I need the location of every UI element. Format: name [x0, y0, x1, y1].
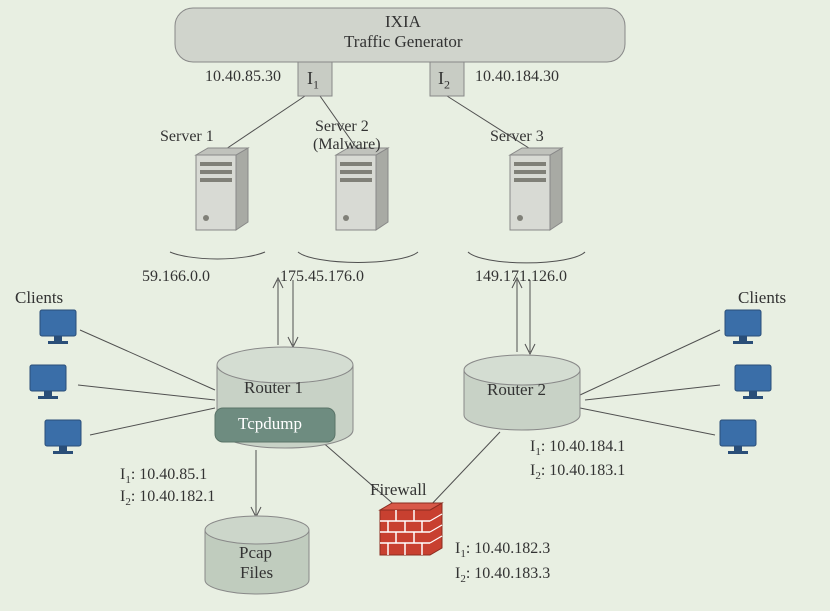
firewall-icon	[380, 503, 442, 555]
client-left-2	[30, 365, 66, 399]
router1-label: Router 1	[244, 378, 303, 398]
pcap-label2: Files	[240, 563, 273, 583]
server3-icon	[510, 148, 562, 230]
server1-label: Server 1	[160, 128, 214, 146]
s2-ip: 175.45.176.0	[280, 268, 364, 286]
r1-i2: I2: 10.40.182.1	[120, 488, 215, 508]
i2-ip: 10.40.184.30	[475, 68, 559, 86]
server2-label: Server 2	[315, 118, 369, 136]
i1-label: I1	[307, 68, 319, 93]
client-left-1	[40, 310, 76, 344]
server2-icon	[336, 148, 388, 230]
fw-i1: I1: 10.40.182.3	[455, 540, 550, 560]
r2-i2: I2: 10.40.183.1	[530, 462, 625, 482]
ellipse-s3	[468, 252, 585, 263]
ixia-title1: IXIA	[385, 12, 421, 32]
server1-icon	[196, 148, 248, 230]
i2-label: I2	[438, 68, 450, 93]
clients-right-label: Clients	[738, 288, 786, 308]
client-right-2	[735, 365, 771, 399]
clients-left-label: Clients	[15, 288, 63, 308]
server2-sub: (Malware)	[313, 136, 381, 154]
client-right-3	[720, 420, 756, 454]
fw-i2: I2: 10.40.183.3	[455, 565, 550, 585]
firewall-label: Firewall	[370, 480, 427, 500]
ellipse-s1	[170, 252, 265, 259]
i1-ip: 10.40.85.30	[205, 68, 281, 86]
server3-label: Server 3	[490, 128, 544, 146]
tcpdump-label: Tcpdump	[238, 414, 302, 434]
pcap-label1: Pcap	[239, 543, 272, 563]
s3-ip: 149.171.126.0	[475, 268, 567, 286]
router2-label: Router 2	[487, 380, 546, 400]
ixia-title2: Traffic Generator	[344, 32, 463, 52]
client-right-1	[725, 310, 761, 344]
r2-i1: I1: 10.40.184.1	[530, 438, 625, 458]
client-left-3	[45, 420, 81, 454]
ellipse-s2	[298, 252, 418, 262]
r1-i1: I1: 10.40.85.1	[120, 466, 207, 486]
diagram-svg	[0, 0, 830, 611]
s1-ip: 59.166.0.0	[142, 268, 210, 286]
